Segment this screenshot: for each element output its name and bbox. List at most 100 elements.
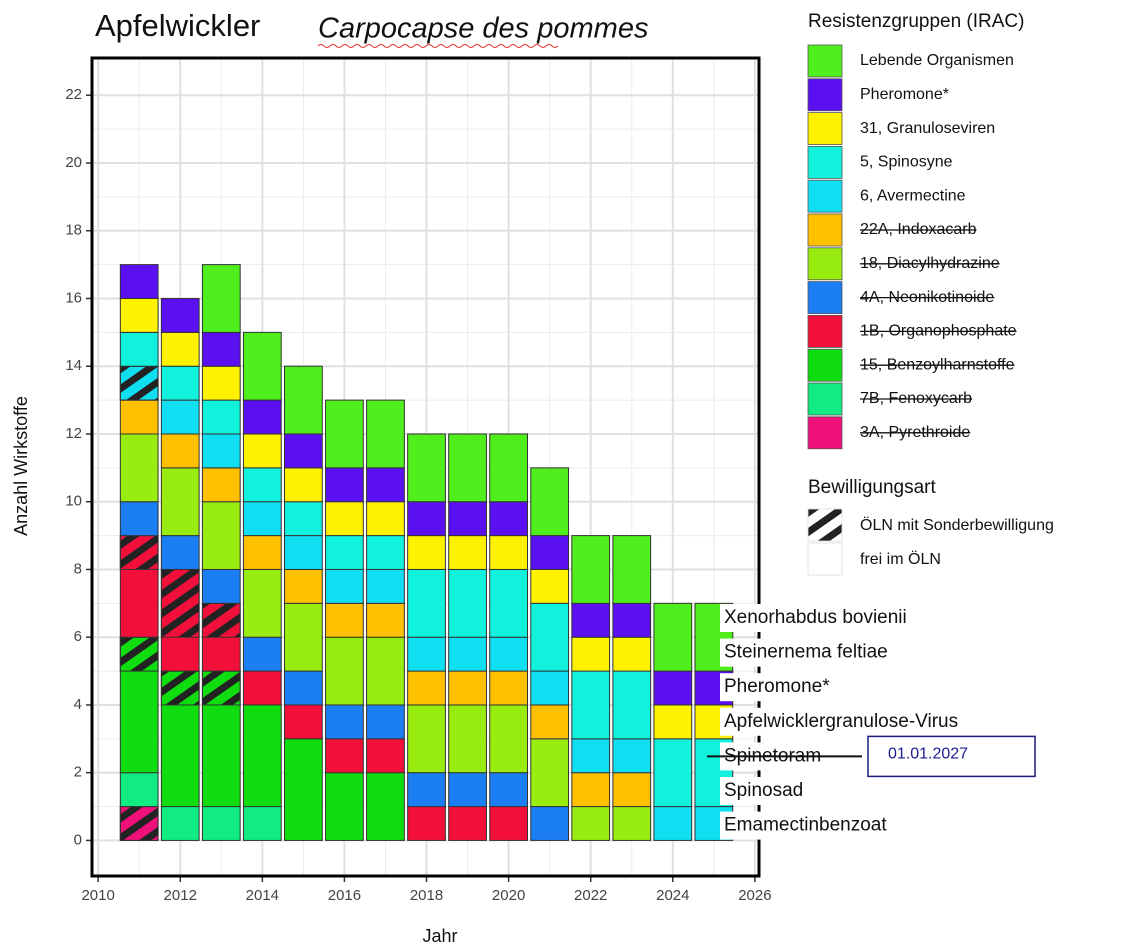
chart-subtitle: Carpocapse des pommes <box>318 13 648 45</box>
bar-segment <box>242 501 282 537</box>
hatch-segment <box>160 568 200 638</box>
bar-segment <box>160 399 200 435</box>
spell-underline <box>317 44 559 48</box>
bar-segment <box>201 365 241 401</box>
y-tick-label: 18 <box>65 222 82 239</box>
annotation-bg <box>720 777 808 805</box>
y-tick-label: 4 <box>74 696 82 713</box>
bar-segment <box>489 636 528 672</box>
bar-segment <box>407 806 446 841</box>
bar-segment <box>653 670 693 706</box>
bar-segment <box>448 806 487 841</box>
legend-swatch <box>807 213 843 247</box>
bar-segment <box>201 806 241 841</box>
x-tick-label: 2026 <box>738 887 771 904</box>
y-axis-label: Anzahl Wirkstoffe <box>11 396 31 536</box>
legend-swatch <box>807 416 843 450</box>
bar-segment <box>366 535 405 570</box>
bar-segment <box>530 806 570 841</box>
bar-segment <box>571 772 611 808</box>
bar-segment <box>530 602 570 672</box>
legend-swatch <box>807 314 843 348</box>
bar-segment <box>242 433 282 469</box>
x-tick-label: 2018 <box>410 887 443 904</box>
bar-segment <box>489 670 528 706</box>
bar-segment <box>489 433 528 503</box>
legend-label: Pheromone* <box>860 86 949 103</box>
bar-segment <box>407 501 446 537</box>
x-tick-label: 2016 <box>328 887 361 904</box>
bar-segment <box>160 297 200 333</box>
bar-segment <box>242 806 282 841</box>
annotation: Steinernema feltiae <box>724 642 888 663</box>
bar-segment <box>201 399 241 435</box>
bar-segment <box>284 704 323 740</box>
bar-segment <box>242 636 282 672</box>
bar-segment <box>448 772 487 808</box>
bar-segment <box>530 568 570 604</box>
bar-segment <box>448 501 487 537</box>
bar-segment <box>407 535 446 570</box>
bar-segment <box>325 535 364 570</box>
legend-swatch <box>807 382 843 416</box>
x-tick-label: 2020 <box>492 887 525 904</box>
bar-segment <box>160 365 200 401</box>
bar-segment <box>612 636 652 672</box>
bar-segment <box>201 568 241 604</box>
hatch-segment <box>160 670 200 706</box>
annotation: Xenorhabdus bovienii <box>724 607 907 628</box>
bar-segment <box>571 806 611 841</box>
hatch-segment <box>119 636 159 672</box>
bar-segment <box>612 670 652 740</box>
bar-segment <box>284 738 323 841</box>
x-tick-label: 2022 <box>574 887 607 904</box>
annotation-bg <box>720 604 911 632</box>
bar-segment <box>119 399 159 435</box>
bar-segment <box>284 568 323 604</box>
bar-segment <box>242 399 282 435</box>
legend-label: 5, Spinosyne <box>860 154 953 171</box>
bar-segment <box>119 264 159 299</box>
legend-swatch <box>807 179 843 213</box>
bar-segment <box>530 467 570 537</box>
legend-label: Lebende Organismen <box>860 52 1014 69</box>
bar-segment <box>160 535 200 570</box>
date-box <box>867 735 1036 778</box>
legend-title: Resistenzgruppen (IRAC) <box>808 11 1024 32</box>
bar-segment <box>325 772 364 841</box>
bar-segment <box>284 602 323 672</box>
y-tick-label: 16 <box>65 289 82 306</box>
annotation-bg <box>720 673 834 702</box>
bar-segment <box>407 704 446 774</box>
annotation-bg <box>720 707 963 736</box>
bar-segment <box>201 331 241 367</box>
bar-segment <box>571 636 611 672</box>
legend-label: 6, Avermectine <box>860 187 966 204</box>
bar-segment <box>448 704 487 774</box>
bar-segment <box>653 806 693 841</box>
bar-segment <box>571 535 611 604</box>
bar-segment <box>366 399 405 469</box>
plot-frame <box>90 56 761 878</box>
x-tick-label: 2024 <box>656 887 689 904</box>
bar-segment <box>366 738 405 774</box>
legend-swatch <box>807 112 843 145</box>
y-tick-label: 12 <box>65 425 82 442</box>
bar-segment <box>284 501 323 537</box>
x-tick-label: 2010 <box>81 887 114 904</box>
legend2-label: ÖLN mit Sonderbewilligung <box>860 516 1054 534</box>
bar-segment <box>284 433 323 469</box>
bar-segment <box>530 704 570 740</box>
bar-segment <box>119 772 159 808</box>
legend-swatch <box>807 145 843 179</box>
y-tick-label: 0 <box>74 831 82 848</box>
bar-segment <box>489 535 528 570</box>
legend-swatch <box>807 281 843 315</box>
bar-segment <box>653 738 693 808</box>
hatch-segment <box>201 602 241 638</box>
bar-segment <box>242 331 282 401</box>
bar-segment <box>325 399 364 469</box>
annotation: Pheromone* <box>724 676 830 697</box>
bar-segment <box>407 636 446 672</box>
